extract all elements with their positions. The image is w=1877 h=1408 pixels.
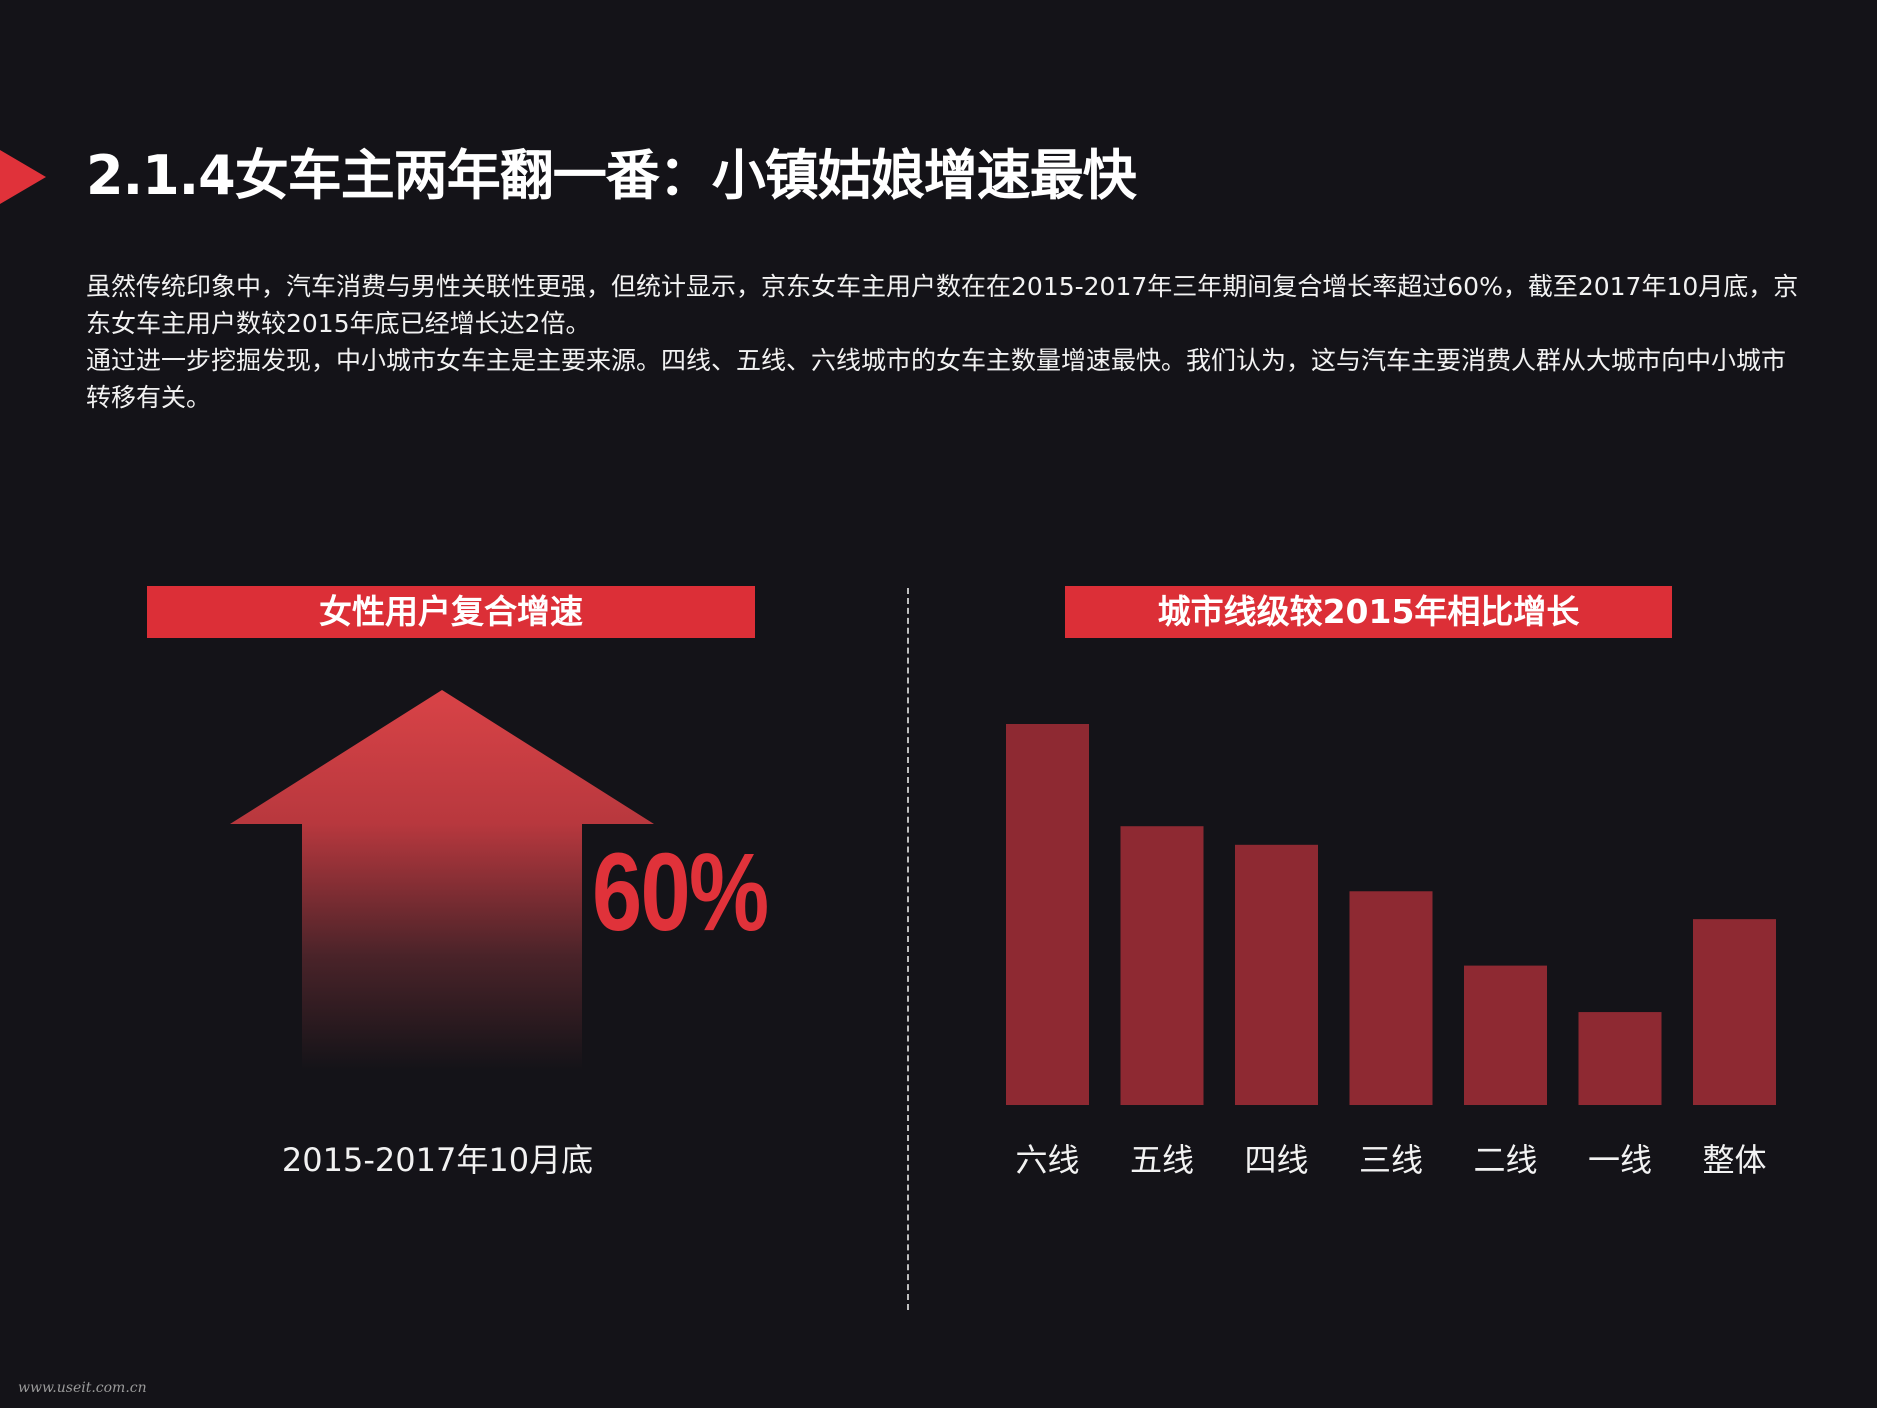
bar-5 — [1464, 965, 1547, 1105]
bar-7 — [1693, 919, 1776, 1105]
footer-watermark: www.useit.com.cn — [18, 1380, 147, 1396]
compound-growth-value: 60% — [592, 831, 769, 954]
bar-3 — [1235, 844, 1318, 1105]
city-tier-panel-header: 城市线级较2015年相比增长 — [1065, 586, 1672, 638]
category-label-7: 整体 — [1702, 1141, 1766, 1179]
panel-divider — [907, 588, 909, 1310]
bar-4 — [1349, 891, 1433, 1105]
title-marker-triangle — [0, 150, 46, 204]
category-label-1: 六线 — [1015, 1141, 1079, 1179]
category-label-4: 三线 — [1359, 1141, 1423, 1179]
growth-up-arrow-icon — [230, 690, 654, 1070]
description: 虽然传统印象中，汽车消费与男性关联性更强，但统计显示，京东女车主用户数在在201… — [86, 268, 1806, 416]
growth-rate-panel-header: 女性用户复合增速 — [147, 586, 755, 638]
bar-1 — [1006, 724, 1089, 1105]
category-label-2: 五线 — [1130, 1141, 1194, 1179]
description-paragraph-2: 通过进一步挖掘发现，中小城市女车主是主要来源。四线、五线、六线城市的女车主数量增… — [86, 346, 1787, 412]
bar-6 — [1578, 1012, 1662, 1105]
bar-2 — [1120, 826, 1204, 1105]
period-label: 2015-2017年10月底 — [281, 1141, 594, 1179]
description-paragraph-1: 虽然传统印象中，汽车消费与男性关联性更强，但统计显示，京东女车主用户数在在201… — [86, 272, 1799, 338]
page-title: 2.1.4女车主两年翻一番：小镇姑娘增速最快 — [86, 144, 1137, 207]
category-label-3: 四线 — [1244, 1141, 1308, 1179]
city-tier-bar-chart: 六线 五线 四线 三线 二线 一线 整体 — [1006, 724, 1776, 1179]
category-label-5: 二线 — [1473, 1141, 1537, 1179]
category-label-6: 一线 — [1588, 1141, 1652, 1179]
